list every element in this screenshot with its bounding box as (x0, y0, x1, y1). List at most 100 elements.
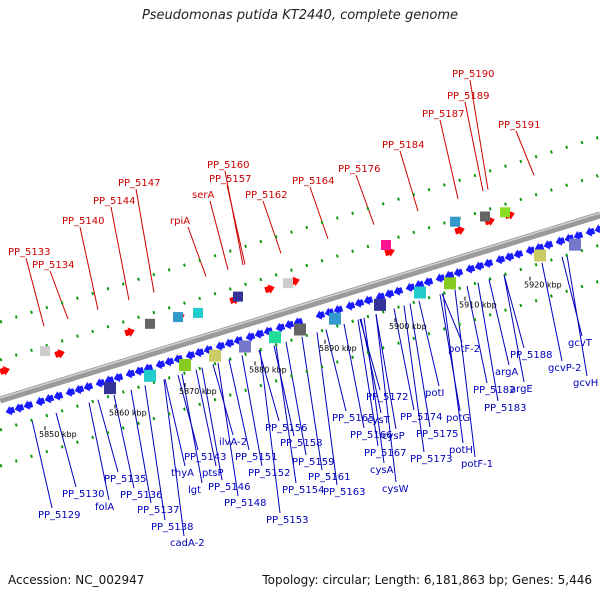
lower-leader (195, 369, 217, 467)
upper-gene-label: PP_5144 (93, 196, 136, 207)
lower-gene-label: PP_5172 (366, 392, 409, 403)
tick-label: 5860 kbp (109, 409, 147, 418)
kbp-ticks: 5850 kbp 5860 kbp 5870 kbp 5880 kbp 5890 kbp… (39, 276, 562, 439)
lower-gene-label: gcvT (568, 338, 593, 349)
lower-leader (477, 282, 499, 402)
upper-leader (49, 270, 69, 320)
diagram-title: Pseudomonas putida KT2440, complete geno… (141, 8, 459, 23)
lower-leader (466, 285, 488, 384)
lower-leader (217, 362, 239, 497)
upper-leader (209, 200, 229, 270)
lower-leader (403, 305, 425, 453)
reverse-gene-arrow (594, 224, 600, 234)
lower-leader (212, 364, 234, 436)
lower-leader (357, 319, 379, 447)
lower-gene-label: PP_5130 (62, 489, 105, 500)
reverse-gene-arrow (14, 403, 25, 413)
lower-gene-label: PP_5137 (137, 505, 180, 516)
upper-leader (439, 119, 459, 199)
upper-leader (355, 174, 375, 225)
feature-box (239, 340, 251, 353)
reverse-gene-arrow (345, 301, 356, 311)
lower-leader (541, 262, 563, 362)
forward-gene-arrow (454, 225, 465, 236)
reverse-gene-arrow (155, 359, 166, 370)
lower-leader (285, 341, 307, 456)
lower-leader (164, 379, 186, 467)
feature-box (444, 277, 456, 290)
reverse-gene-arrow (23, 400, 34, 410)
feature-box (179, 359, 191, 371)
lower-gene-label: argA (495, 367, 518, 378)
lower-gene-label: PP_5135 (104, 474, 147, 485)
forward-gene-arrow (54, 349, 65, 359)
reverse-gene-arrow (555, 236, 566, 246)
lower-gene-label: PP_5152 (248, 468, 291, 479)
upper-leader (110, 206, 130, 301)
lower-gene-label: PP_5158 (280, 438, 323, 449)
lower-gene-label: cysP (382, 431, 405, 442)
reverse-gene-arrow (113, 372, 124, 383)
lower-leader (177, 374, 199, 451)
lower-leader (144, 385, 166, 521)
upper-leader (135, 188, 155, 293)
lower-leader (88, 402, 110, 501)
lower-gene-label: lgt (188, 485, 201, 496)
upper-gene-label: PP_5134 (32, 260, 75, 271)
upper-gene-label: PP_5187 (422, 109, 465, 120)
tick-label: 5880 kbp (249, 365, 287, 374)
feature-box (209, 349, 221, 362)
reverse-gene-arrow (284, 319, 295, 330)
reverse-gene-arrow (363, 295, 374, 305)
lower-gene-label: PP_5183 (484, 403, 527, 414)
lower-leader (201, 367, 223, 481)
reverse-gene-arrow (405, 282, 416, 293)
gene-labels: PP_5133 PP_5134 PP_5140 PP_5144 PP_5147 rpiA s… (8, 69, 598, 549)
lower-gene-label: PP_5143 (184, 452, 227, 463)
lower-leader (503, 274, 525, 349)
lower-gene-label: PP_5165 (332, 413, 375, 424)
lower-gene-label: PP_5129 (38, 510, 81, 521)
upper-gene-label: PP_5190 (452, 69, 495, 80)
upper-leader (464, 101, 484, 192)
reverse-gene-arrow (333, 304, 344, 315)
upper-feature-box (173, 312, 183, 323)
lower-leader (454, 289, 476, 458)
tick-label: 5850 kbp (39, 430, 77, 439)
tick-label: 5890 kbp (319, 344, 357, 353)
lower-leader (375, 314, 397, 483)
upper-leader (224, 170, 244, 266)
lower-leader (441, 293, 463, 343)
lower-leader (316, 332, 338, 486)
lower-gene-label: PP_5174 (400, 412, 443, 423)
reverse-gene-arrow (95, 378, 106, 388)
lower-gene-label: cysW (382, 484, 409, 495)
upper-leader (262, 200, 282, 254)
lower-gene-label: PP_5167 (364, 448, 407, 459)
tick-label: 5910 kbp (459, 301, 497, 310)
lower-leader (301, 336, 323, 471)
lower-gene-label: gcvP-2 (548, 363, 582, 374)
forward-gene-arrow (124, 327, 135, 337)
reverse-gene-arrow (5, 405, 16, 416)
reverse-gene-arrow (275, 322, 286, 333)
lower-leader (409, 303, 431, 428)
lower-gene-label: potI (425, 388, 444, 399)
reverse-gene-arrow (513, 249, 524, 259)
lower-leader (163, 379, 185, 537)
reverse-gene-arrow (453, 267, 464, 278)
reverse-gene-arrow (194, 347, 205, 358)
reverse-gene-arrow (35, 396, 46, 407)
gene-features (0, 207, 600, 416)
forward-gene-arrow (264, 284, 275, 294)
reverse-gene-arrow (393, 286, 404, 296)
lower-gene-label: cadA-2 (170, 538, 205, 549)
upper-feature-box (145, 318, 155, 329)
tick-label: 5870 kbp (179, 387, 217, 396)
accession-text: Accession: NC_002947 (8, 573, 145, 587)
upper-gene-label: PP_5189 (447, 91, 490, 102)
upper-gene-label: PP_5160 (207, 160, 250, 171)
lower-leader (503, 274, 525, 383)
lower-leader (55, 412, 77, 488)
